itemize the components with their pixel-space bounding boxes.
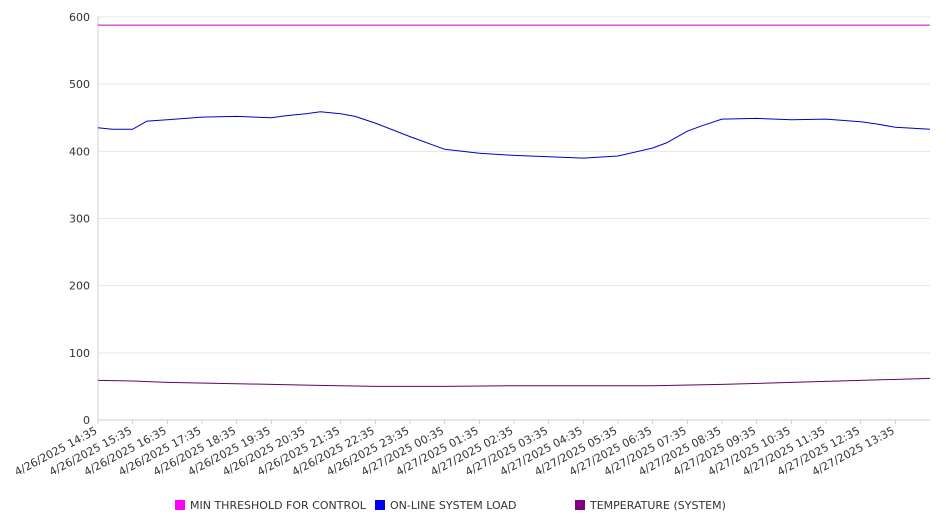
series-lines xyxy=(97,24,931,387)
y-tick-label: 600 xyxy=(69,11,90,24)
legend-label-temperature-system: TEMPERATURE (SYSTEM) xyxy=(589,499,726,512)
legend-swatch-temperature-system xyxy=(575,500,585,510)
legend-swatch-on-line-system-load xyxy=(375,500,385,510)
y-tick-label: 500 xyxy=(69,78,90,91)
y-axis-ticks: 0 100 200 300 400 500 600 xyxy=(69,11,90,427)
x-axis-ticks: 4/26/2025 14:354/26/2025 15:354/26/2025 … xyxy=(12,420,897,479)
y-tick-label: 0 xyxy=(83,414,90,427)
legend-swatch-min-threshold-for-control xyxy=(175,500,185,510)
legend-label-on-line-system-load: ON-LINE SYSTEM LOAD xyxy=(390,499,516,512)
series-line-on-line-system-load xyxy=(97,111,931,159)
legend: MIN THRESHOLD FOR CONTROL ON-LINE SYSTEM … xyxy=(175,499,726,512)
y-tick-label: 400 xyxy=(69,145,90,158)
legend-label-min-threshold-for-control: MIN THRESHOLD FOR CONTROL xyxy=(190,499,367,512)
y-tick-label: 100 xyxy=(69,347,90,360)
y-tick-label: 300 xyxy=(69,213,90,226)
gridlines xyxy=(98,16,930,354)
y-tick-label: 200 xyxy=(69,280,90,293)
series-line-temperature-system xyxy=(97,377,931,387)
